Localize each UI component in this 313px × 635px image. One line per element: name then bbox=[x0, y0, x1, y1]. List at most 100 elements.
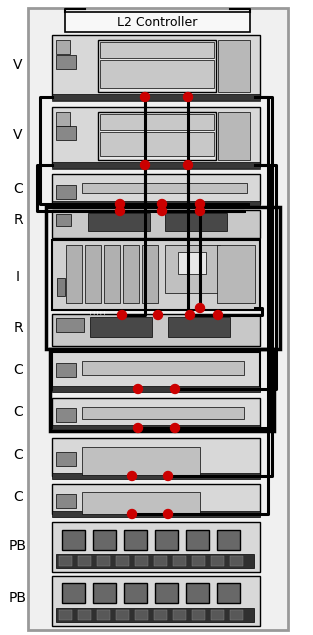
Text: PB: PB bbox=[9, 591, 27, 605]
Bar bbox=[52, 386, 260, 392]
Bar bbox=[165, 245, 220, 293]
Bar bbox=[211, 556, 224, 566]
Bar bbox=[173, 556, 186, 566]
Bar bbox=[186, 530, 209, 550]
Bar bbox=[52, 438, 260, 476]
Text: I I I I I: I I I I I bbox=[90, 311, 105, 316]
Text: L2 Controller: L2 Controller bbox=[117, 15, 197, 29]
Bar bbox=[98, 112, 216, 160]
Bar bbox=[52, 511, 260, 517]
Circle shape bbox=[134, 424, 142, 432]
Circle shape bbox=[171, 424, 179, 432]
Bar bbox=[93, 583, 116, 603]
Bar bbox=[217, 583, 240, 603]
Bar bbox=[52, 522, 260, 572]
Bar bbox=[52, 107, 260, 165]
Bar bbox=[56, 363, 76, 377]
Text: PB: PB bbox=[9, 539, 27, 553]
Circle shape bbox=[163, 509, 172, 519]
Bar bbox=[82, 407, 244, 419]
Bar bbox=[154, 556, 167, 566]
Circle shape bbox=[141, 93, 150, 102]
Bar bbox=[135, 610, 148, 620]
Circle shape bbox=[196, 304, 204, 312]
Bar bbox=[100, 132, 214, 156]
Bar bbox=[168, 317, 230, 337]
Bar bbox=[97, 556, 110, 566]
Bar bbox=[56, 126, 76, 140]
Bar bbox=[52, 210, 260, 238]
Circle shape bbox=[186, 311, 194, 319]
Bar bbox=[97, 610, 110, 620]
Bar bbox=[52, 576, 260, 626]
Bar bbox=[66, 245, 82, 303]
Text: C: C bbox=[13, 405, 23, 419]
Bar bbox=[56, 452, 76, 466]
Bar bbox=[165, 213, 227, 231]
Text: C: C bbox=[13, 448, 23, 462]
Circle shape bbox=[196, 206, 204, 215]
Bar bbox=[59, 556, 72, 566]
Bar bbox=[173, 610, 186, 620]
Bar bbox=[52, 174, 260, 204]
Bar bbox=[62, 583, 85, 603]
Bar bbox=[211, 610, 224, 620]
Bar bbox=[155, 583, 178, 603]
Bar bbox=[100, 60, 214, 88]
Bar bbox=[218, 40, 250, 92]
Bar bbox=[57, 278, 65, 296]
Circle shape bbox=[183, 93, 192, 102]
Bar bbox=[52, 425, 260, 431]
Bar bbox=[124, 583, 147, 603]
Bar bbox=[56, 608, 254, 622]
Bar bbox=[154, 610, 167, 620]
Bar bbox=[93, 530, 116, 550]
Text: C: C bbox=[13, 490, 23, 504]
Bar bbox=[88, 213, 150, 231]
Circle shape bbox=[163, 472, 172, 481]
Bar bbox=[59, 610, 72, 620]
Circle shape bbox=[117, 311, 126, 319]
Bar bbox=[52, 201, 260, 207]
Text: I: I bbox=[16, 270, 20, 284]
Bar bbox=[56, 494, 76, 508]
Circle shape bbox=[141, 161, 150, 170]
Text: R: R bbox=[13, 321, 23, 335]
Bar bbox=[52, 484, 260, 514]
Bar bbox=[65, 12, 250, 32]
Circle shape bbox=[127, 509, 136, 519]
Bar bbox=[135, 556, 148, 566]
Text: V: V bbox=[13, 128, 23, 142]
Bar bbox=[104, 245, 120, 303]
Circle shape bbox=[115, 206, 125, 215]
Bar bbox=[52, 162, 260, 168]
Bar bbox=[56, 408, 76, 422]
Bar bbox=[52, 94, 260, 100]
Bar bbox=[56, 185, 76, 199]
Bar bbox=[56, 554, 254, 568]
Bar bbox=[52, 314, 260, 346]
Bar bbox=[52, 35, 260, 97]
Bar bbox=[218, 112, 250, 160]
Bar bbox=[192, 556, 205, 566]
Circle shape bbox=[157, 206, 167, 215]
Bar bbox=[217, 245, 255, 303]
Text: C: C bbox=[13, 363, 23, 377]
Bar bbox=[98, 40, 216, 92]
Bar bbox=[192, 610, 205, 620]
Bar bbox=[52, 352, 260, 390]
Circle shape bbox=[196, 199, 204, 208]
Bar bbox=[56, 40, 70, 54]
Bar bbox=[56, 112, 70, 126]
Bar bbox=[155, 530, 178, 550]
Bar bbox=[62, 530, 85, 550]
Bar bbox=[116, 610, 129, 620]
Bar bbox=[78, 610, 91, 620]
Circle shape bbox=[134, 385, 142, 394]
Bar bbox=[28, 8, 288, 630]
Bar bbox=[52, 473, 260, 479]
Text: R: R bbox=[13, 213, 23, 227]
Circle shape bbox=[115, 199, 125, 208]
Bar bbox=[56, 318, 84, 332]
Text: C: C bbox=[13, 182, 23, 196]
